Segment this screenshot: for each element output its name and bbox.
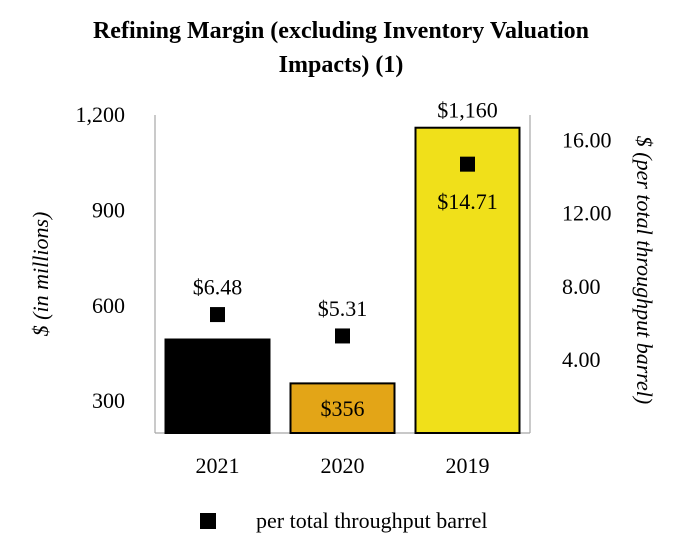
chart-title-line-1: Refining Margin (excluding Inventory Val…: [92, 18, 590, 44]
chart-title: Refining Margin (excluding Inventory Val…: [0, 14, 682, 82]
bar: [289, 382, 396, 434]
bar-value-label: $494: [196, 374, 240, 399]
legend-label: per total throughput barrel: [256, 508, 488, 533]
x-tick-label: 2020: [321, 453, 365, 478]
bar: [164, 338, 271, 434]
per-barrel-marker: [210, 307, 225, 323]
per-barrel-marker: [460, 156, 475, 172]
bar-value-label: $1,160: [437, 98, 498, 123]
bar-value-label: $356: [321, 396, 365, 421]
y2-tick-label: 4.00: [562, 347, 601, 372]
chart-title-line-2: Impacts) (1): [278, 52, 404, 78]
per-barrel-label: $5.31: [318, 296, 368, 321]
y-tick-label: 600: [92, 293, 125, 318]
y-tick-label: 1,200: [76, 102, 126, 127]
y2-axis-title: $ (per total throughput barrel): [632, 136, 657, 404]
y-tick-label: 900: [92, 197, 125, 222]
per-barrel-label: $6.48: [193, 275, 243, 300]
y2-tick-label: 16.00: [562, 128, 612, 153]
legend: per total throughput barrel: [200, 506, 488, 536]
y-axis-title: $ (in millions): [28, 212, 53, 337]
x-tick-label: 2019: [446, 453, 490, 478]
bar-chart: 300 600 900 1,200 4.00 8.00 12.00 16.00 $ (in mi…: [28, 98, 657, 478]
legend-marker: [200, 513, 216, 529]
per-barrel-marker: [335, 328, 350, 344]
bar: [414, 126, 521, 434]
y2-tick-label: 12.00: [562, 201, 612, 226]
per-barrel-label: $14.71: [437, 189, 498, 214]
y-tick-label: 300: [92, 388, 125, 413]
y2-tick-label: 8.00: [562, 274, 601, 299]
x-tick-label: 2021: [196, 453, 240, 478]
